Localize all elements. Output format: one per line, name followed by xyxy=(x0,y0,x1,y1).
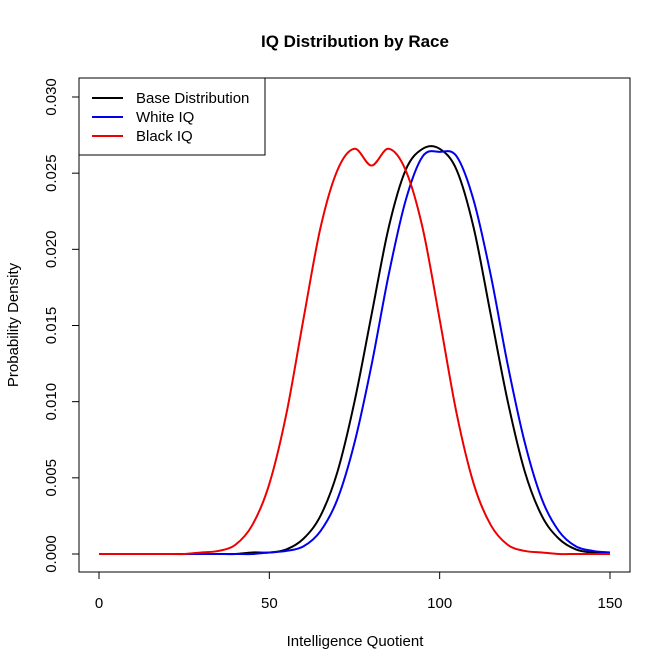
x-axis-label: Intelligence Quotient xyxy=(287,633,425,650)
y-tick-label: 0.030 xyxy=(43,78,60,116)
y-axis-label: Probability Density xyxy=(5,262,22,387)
y-tick-label: 0.020 xyxy=(43,231,60,269)
y-tick-label: 0.015 xyxy=(43,307,60,345)
legend-label-black-iq: Black IQ xyxy=(136,128,193,145)
x-axis: 0 50 100 150 xyxy=(95,571,623,612)
x-tick-label: 0 xyxy=(95,595,103,612)
series-line-black-iq xyxy=(99,147,610,556)
x-tick-label: 100 xyxy=(427,595,452,612)
y-axis: 0.000 0.005 0.010 0.015 0.020 0.025 0.030 xyxy=(43,78,80,573)
x-tick-label: 150 xyxy=(597,595,622,612)
chart-title: IQ Distribution by Race xyxy=(261,32,449,51)
x-tick-label: 50 xyxy=(261,595,278,612)
y-tick-label: 0.005 xyxy=(43,459,60,497)
legend-label-base-distribution: Base Distribution xyxy=(136,90,249,107)
legend-label-white-iq: White IQ xyxy=(136,109,194,126)
y-tick-label: 0.000 xyxy=(43,535,60,573)
series-line-white-iq xyxy=(99,150,611,556)
y-tick-label: 0.025 xyxy=(43,154,60,192)
legend: Base Distribution White IQ Black IQ xyxy=(78,77,266,156)
y-tick-label: 0.010 xyxy=(43,383,60,421)
series-line-base-distribution xyxy=(99,145,611,556)
series-lines xyxy=(99,145,611,556)
